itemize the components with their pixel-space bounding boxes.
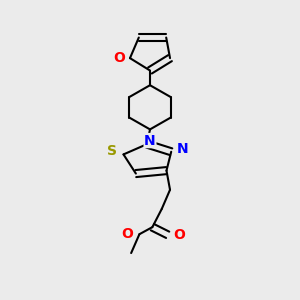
- Text: N: N: [177, 142, 188, 156]
- Text: N: N: [144, 134, 156, 148]
- Text: O: O: [173, 228, 185, 242]
- Text: O: O: [122, 227, 134, 241]
- Text: O: O: [113, 51, 125, 65]
- Text: S: S: [107, 145, 117, 158]
